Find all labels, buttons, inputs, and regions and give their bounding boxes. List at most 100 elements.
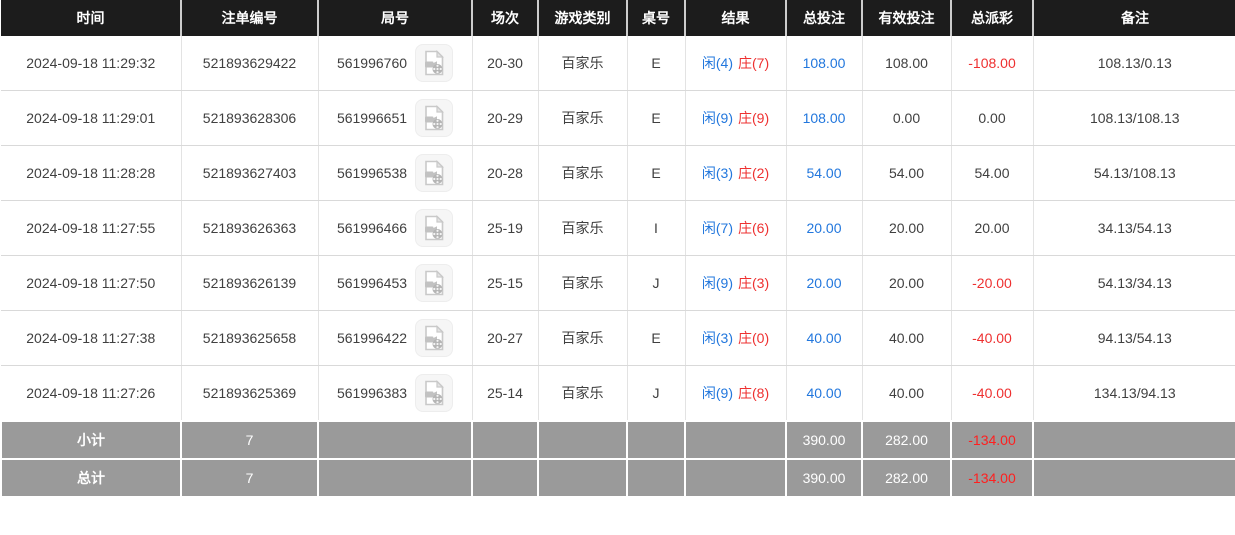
round-id-text: 561996453 — [336, 275, 408, 291]
result-banker: 庄(2) — [738, 165, 770, 181]
cell-result: 闲(3) 庄(2) — [685, 145, 787, 201]
cell-time: 2024-09-18 11:27:26 — [1, 365, 182, 422]
cell-total-payout: 20.00 — [951, 200, 1034, 256]
cell-time: 2024-09-18 11:28:28 — [1, 145, 182, 201]
round-id-text: 561996383 — [336, 385, 408, 401]
grand-total-row: 总计 7 390.00 282.00 -134.00 — [0, 458, 1235, 498]
cell-session: 25-15 — [472, 255, 539, 311]
grand-total-empty-cell — [626, 458, 686, 498]
table-footer: 小计 7 390.00 282.00 -134.00 总计 7 390.00 2… — [0, 420, 1235, 498]
result-banker: 庄(8) — [738, 385, 770, 401]
video-replay-button[interactable] — [415, 44, 454, 82]
cell-total-payout: -20.00 — [951, 255, 1034, 311]
subtotal-empty-cell — [471, 420, 539, 460]
video-replay-button[interactable] — [415, 374, 454, 412]
cell-result: 闲(7) 庄(6) — [685, 200, 787, 256]
cell-remark: 134.13/94.13 — [1033, 365, 1235, 422]
result-player: 闲(9) — [701, 275, 733, 291]
table-body: 2024-09-18 11:29:32 521893629422 5619967… — [1, 36, 1235, 422]
cell-session: 20-29 — [472, 90, 539, 146]
cell-total-bet: 20.00 — [786, 255, 863, 311]
cell-game-type: 百家乐 — [538, 310, 628, 366]
subtotal-empty-cell — [684, 420, 787, 460]
subtotal-valid-bet: 282.00 — [861, 420, 952, 460]
result-player: 闲(9) — [701, 385, 733, 401]
grand-total-empty-cell — [1032, 458, 1235, 498]
video-file-icon — [422, 380, 446, 406]
col-header-total-payout: 总派彩 — [951, 0, 1034, 36]
video-replay-button[interactable] — [415, 264, 454, 302]
video-replay-button[interactable] — [415, 99, 454, 137]
cell-game-type: 百家乐 — [538, 200, 628, 256]
cell-total-bet: 40.00 — [786, 365, 863, 422]
cell-result: 闲(9) 庄(9) — [685, 90, 787, 146]
video-file-icon — [422, 105, 446, 131]
grand-total-total-bet: 390.00 — [785, 458, 863, 498]
cell-remark: 108.13/0.13 — [1033, 36, 1235, 91]
cell-time: 2024-09-18 11:27:38 — [1, 310, 182, 366]
header-row: 时间 注单编号 局号 场次 游戏类别 桌号 结果 总投注 有效投注 总派彩 备注 — [1, 0, 1235, 36]
cell-total-bet: 54.00 — [786, 145, 863, 201]
subtotal-empty-cell — [626, 420, 686, 460]
grand-total-empty-cell — [537, 458, 628, 498]
cell-valid-bet: 20.00 — [862, 200, 952, 256]
subtotal-row: 小计 7 390.00 282.00 -134.00 — [0, 420, 1235, 460]
cell-valid-bet: 54.00 — [862, 145, 952, 201]
cell-total-payout: -108.00 — [951, 36, 1034, 91]
cell-bet-id: 521893627403 — [181, 145, 319, 201]
col-header-result: 结果 — [685, 0, 787, 36]
result-banker: 庄(3) — [738, 275, 770, 291]
cell-table-no: E — [627, 36, 686, 91]
cell-remark: 34.13/54.13 — [1033, 200, 1235, 256]
cell-valid-bet: 0.00 — [862, 90, 952, 146]
col-header-valid-bet: 有效投注 — [862, 0, 952, 36]
round-id-text: 561996466 — [336, 220, 408, 236]
cell-bet-id: 521893625658 — [181, 310, 319, 366]
subtotal-count: 7 — [180, 420, 319, 460]
result-player: 闲(3) — [701, 330, 733, 346]
table-row: 2024-09-18 11:27:26 521893625369 5619963… — [1, 365, 1235, 422]
subtotal-total-bet: 390.00 — [785, 420, 863, 460]
cell-total-bet: 40.00 — [786, 310, 863, 366]
result-player: 闲(4) — [701, 55, 733, 71]
cell-remark: 54.13/34.13 — [1033, 255, 1235, 311]
grand-total-label: 总计 — [0, 458, 182, 498]
video-replay-button[interactable] — [415, 154, 454, 192]
table-row: 2024-09-18 11:28:28 521893627403 5619965… — [1, 145, 1235, 201]
subtotal-empty-cell — [537, 420, 628, 460]
table-row: 2024-09-18 11:27:38 521893625658 5619964… — [1, 310, 1235, 366]
cell-bet-id: 521893628306 — [181, 90, 319, 146]
cell-session: 20-27 — [472, 310, 539, 366]
cell-game-type: 百家乐 — [538, 365, 628, 422]
cell-valid-bet: 40.00 — [862, 310, 952, 366]
cell-game-type: 百家乐 — [538, 255, 628, 311]
cell-remark: 94.13/54.13 — [1033, 310, 1235, 366]
bet-records-table: 时间 注单编号 局号 场次 游戏类别 桌号 结果 总投注 有效投注 总派彩 备注… — [0, 0, 1235, 498]
cell-time: 2024-09-18 11:27:50 — [1, 255, 182, 311]
cell-valid-bet: 20.00 — [862, 255, 952, 311]
subtotal-empty-cell — [317, 420, 473, 460]
cell-valid-bet: 40.00 — [862, 365, 952, 422]
cell-round-id: 561996651 — [318, 90, 473, 146]
cell-result: 闲(4) 庄(7) — [685, 36, 787, 91]
grand-total-empty-cell — [471, 458, 539, 498]
cell-round-id: 561996422 — [318, 310, 473, 366]
cell-session: 25-19 — [472, 200, 539, 256]
video-replay-button[interactable] — [415, 319, 454, 357]
col-header-bet-id: 注单编号 — [181, 0, 319, 36]
table-row: 2024-09-18 11:27:50 521893626139 5619964… — [1, 255, 1235, 311]
cell-total-payout: 0.00 — [951, 90, 1034, 146]
cell-session: 20-30 — [472, 36, 539, 91]
cell-table-no: J — [627, 365, 686, 422]
video-file-icon — [422, 215, 446, 241]
col-header-table-no: 桌号 — [627, 0, 686, 36]
grand-total-valid-bet: 282.00 — [861, 458, 952, 498]
subtotal-total-payout: -134.00 — [950, 420, 1034, 460]
cell-result: 闲(9) 庄(8) — [685, 365, 787, 422]
cell-round-id: 561996453 — [318, 255, 473, 311]
cell-total-bet: 20.00 — [786, 200, 863, 256]
col-header-session: 场次 — [472, 0, 539, 36]
subtotal-empty-cell — [1032, 420, 1235, 460]
video-replay-button[interactable] — [415, 209, 454, 247]
round-id-text: 561996760 — [336, 55, 408, 71]
